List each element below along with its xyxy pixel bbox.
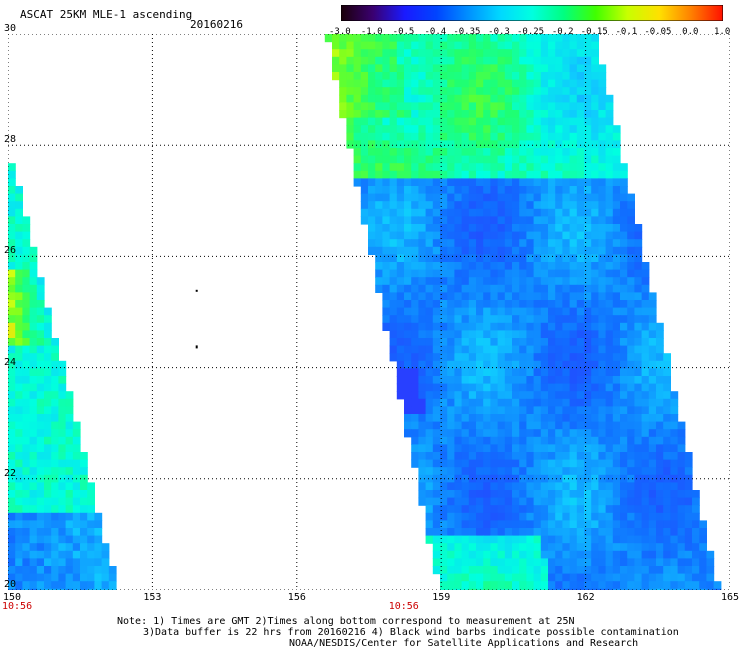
colorbar-tick-label: -0.2 bbox=[551, 27, 574, 37]
lat-tick-label: 26 bbox=[4, 245, 17, 257]
colorbar-tick-label: -0.15 bbox=[580, 27, 608, 37]
colorbar-svg bbox=[340, 4, 724, 22]
footer-note-3: NOAA/NESDIS/Center for Satellite Applica… bbox=[289, 638, 639, 649]
footer-note-2: 3)Data buffer is 22 hrs from 20160216 4)… bbox=[143, 627, 679, 638]
colorbar-tick-label: -1.0 bbox=[360, 27, 383, 37]
pass-time-label: 10:56 bbox=[2, 601, 33, 612]
lat-tick-label: 28 bbox=[4, 134, 17, 146]
colorbar-tick-label: -0.05 bbox=[644, 27, 672, 37]
map-svg bbox=[7, 33, 731, 597]
lat-tick-label: 24 bbox=[4, 356, 17, 368]
lon-tick-label: 153 bbox=[143, 592, 162, 603]
swath-cells bbox=[8, 34, 722, 597]
map-title: ASCAT 25KM MLE-1 ascending bbox=[20, 8, 193, 21]
lon-tick-label: 156 bbox=[287, 592, 306, 603]
colorbar-gradient bbox=[340, 4, 724, 22]
lat-tick-label: 20 bbox=[4, 579, 17, 590]
colorbar-tick-label: -0.3 bbox=[488, 27, 510, 37]
colorbar bbox=[340, 4, 724, 22]
swath-map bbox=[7, 33, 731, 597]
pass-time-label: 10:56 bbox=[388, 601, 419, 612]
lat-tick-label: 30 bbox=[4, 23, 17, 34]
lon-tick-label: 150 bbox=[3, 592, 22, 603]
colorbar-tick-label: -0.1 bbox=[615, 27, 638, 37]
lat-tick-label: 22 bbox=[4, 467, 17, 479]
island-marker bbox=[195, 289, 198, 292]
footer-note-1: Note: 1) Times are GMT 2)Times along bot… bbox=[117, 616, 575, 627]
colorbar-tick-label: -0.25 bbox=[517, 27, 545, 37]
island-marker bbox=[195, 345, 198, 349]
lon-tick-label: 162 bbox=[576, 592, 595, 603]
colorbar-tick-label: -3.0 bbox=[329, 27, 351, 37]
colorbar-tick-label: -0.5 bbox=[392, 27, 415, 37]
lon-tick-label: 165 bbox=[721, 592, 740, 603]
colorbar-tick-label: -0.4 bbox=[424, 27, 447, 37]
colorbar-tick-label: 0.0 bbox=[682, 27, 699, 37]
colorbar-tick-label: -0.35 bbox=[453, 27, 481, 37]
map-date: 20160216 bbox=[190, 18, 243, 31]
colorbar-tick-label: 1.0 bbox=[714, 27, 731, 37]
lon-tick-label: 159 bbox=[432, 592, 451, 603]
